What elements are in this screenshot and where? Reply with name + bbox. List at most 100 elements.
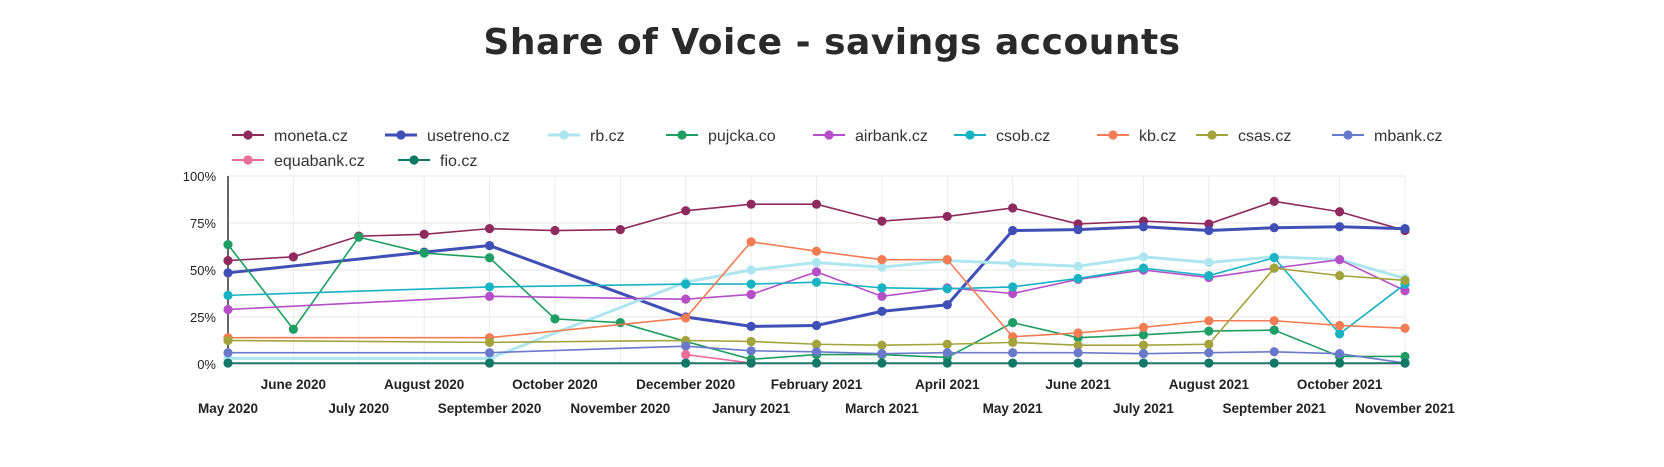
data-point [1008,337,1018,347]
data-point [877,358,887,368]
data-point [288,324,298,334]
legend-label: csas.cz [1238,128,1291,145]
data-point [1138,330,1149,340]
chart-title: Share of Voice - savings accounts [483,22,1181,63]
x-tick-label: April 2021 [915,377,980,392]
data-point [1269,316,1279,326]
series-line [227,267,1406,347]
legend-item-rb.cz: rb.cz [548,128,625,145]
legend-item-equabank.cz: equabank.cz [232,153,365,170]
series-csas.cz [223,263,1410,350]
x-tick-label: October 2020 [512,377,598,392]
data-point [1073,224,1083,235]
legend-item-moneta.cz: moneta.cz [232,128,348,145]
data-point [550,225,560,236]
series-line [227,258,1406,311]
data-point [484,337,495,347]
x-tick-label: August 2020 [384,377,464,392]
data-point [877,306,887,316]
data-point [1204,219,1214,229]
legend-marker [965,130,975,140]
series-kb.cz [223,237,1410,343]
data-point [484,358,495,368]
data-point [1204,316,1214,326]
legend-label: mbank.cz [1374,128,1442,145]
data-point [354,232,364,242]
series-line [685,353,752,364]
data-point [223,268,233,278]
x-tick-label: Janury 2021 [712,401,791,416]
y-tick-label: 25% [190,310,216,325]
data-point [681,358,691,368]
data-point [1335,358,1345,368]
data-point [1073,273,1083,284]
legend-label: airbank.cz [855,128,928,145]
data-point [1204,348,1214,358]
data-point [288,252,298,262]
series-line [228,345,1406,364]
data-point [1204,326,1214,336]
data-point [223,358,233,368]
data-point [1269,253,1279,263]
data-point [942,358,952,368]
data-point [877,291,887,301]
data-point [877,255,887,265]
y-tick-label: 100% [183,169,217,184]
data-point [484,224,495,234]
data-point [681,206,691,216]
data-point [877,283,887,293]
data-point [942,300,952,310]
data-point [484,291,495,301]
x-tick-label: July 2021 [1113,401,1174,416]
data-point [223,335,233,346]
data-point [223,304,233,315]
data-point [811,246,822,256]
data-point [746,279,756,289]
series-line [228,255,1406,360]
legend-label: equabank.cz [274,153,365,170]
x-tick-label: June 2021 [1045,377,1111,392]
data-point [615,224,625,235]
data-point [484,253,495,263]
data-point [1204,271,1214,281]
x-tick-label: May 2021 [983,401,1044,416]
data-point [1008,203,1018,213]
data-point [1335,255,1345,265]
legend-label: usetreno.cz [427,128,510,145]
data-point [681,313,691,323]
x-tick-label: September 2021 [1222,401,1326,416]
data-point [1335,329,1345,339]
data-point [1008,348,1018,358]
data-point [811,339,822,349]
data-point [811,277,822,287]
data-point [811,320,822,331]
data-point [1269,347,1279,357]
data-point [1008,288,1018,299]
legend-item-fio.cz: fio.cz [398,153,477,170]
data-point [1204,358,1214,368]
data-point [1335,222,1345,232]
data-point [746,321,756,331]
data-point [1204,257,1214,268]
data-point [746,265,756,275]
series-equabank.cz [681,350,756,368]
data-point [484,282,495,292]
legend-marker [1343,130,1353,140]
legend-item-mbank.cz: mbank.cz [1332,128,1442,145]
x-tick-label: March 2021 [845,401,919,416]
x-tick-label: September 2020 [438,401,542,416]
data-point [681,341,691,351]
data-point [1138,340,1149,350]
data-point [1073,261,1083,271]
data-point [484,348,495,358]
x-tick-label: December 2020 [636,377,735,392]
data-point [942,284,952,294]
data-point [1335,271,1345,281]
data-point [1008,282,1018,292]
y-tick-label: 0% [197,357,216,372]
data-point [1269,325,1279,335]
data-point [811,347,822,357]
series-layer [223,196,1410,368]
data-point [681,350,691,360]
